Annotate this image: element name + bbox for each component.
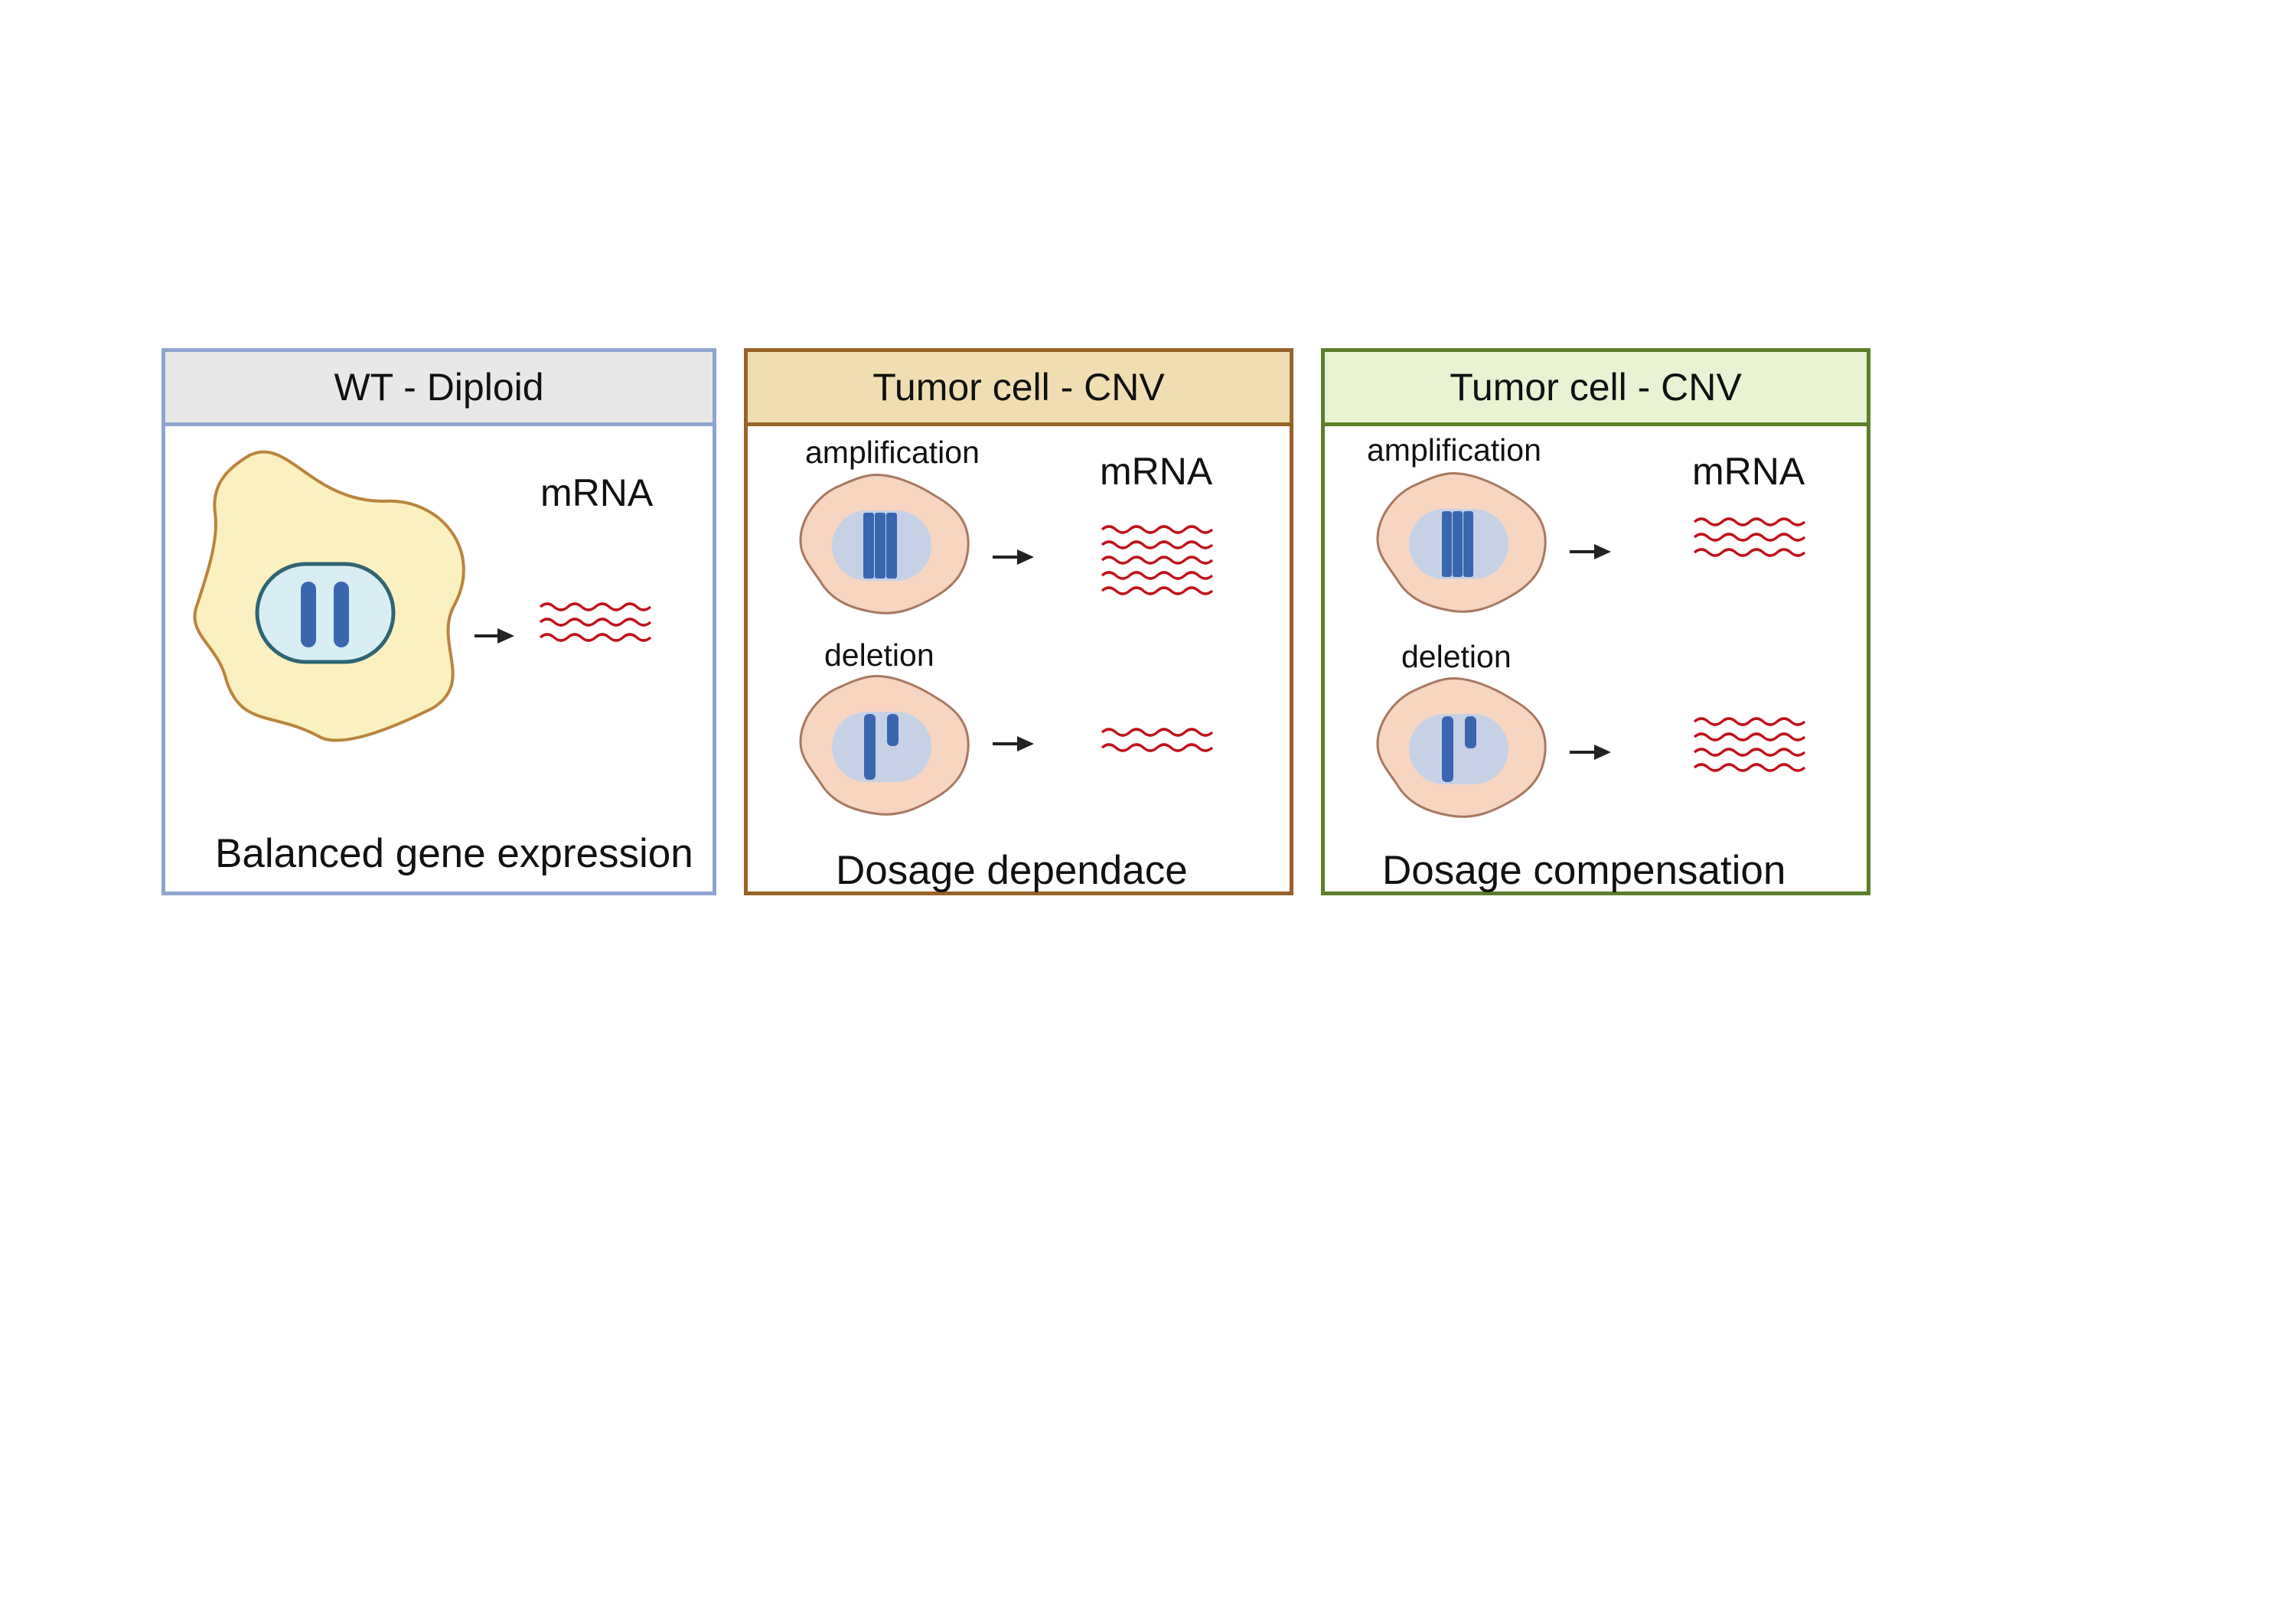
chromosome-icon (334, 582, 349, 647)
panel-wt-diploid: WT - Diploid mRNA Balanced gene expressi… (161, 348, 716, 895)
chromosome-icon (887, 714, 899, 746)
mrna-icon (1693, 517, 1806, 557)
panel-footer: Dosage compensation (1382, 848, 1786, 893)
compensation-illustration (1376, 472, 1806, 818)
chromosome-icon (1442, 716, 1453, 782)
panel-footer: Balanced gene expression (215, 831, 693, 876)
panel-title: WT - Diploid (165, 352, 713, 426)
nucleus-icon (255, 562, 396, 664)
mrna-icon (539, 602, 652, 642)
arrow-icon (993, 736, 1034, 751)
panel-footer: Dosage dependace (836, 848, 1188, 893)
nucleus-icon (832, 712, 931, 782)
amplification-label: amplification (805, 435, 980, 470)
chromosome-icon (864, 714, 876, 780)
chromosome-icon (863, 513, 874, 579)
chromosome-icon (1442, 511, 1452, 577)
chromosome-icon (1463, 511, 1473, 577)
panel-title: Tumor cell - CNV (1325, 352, 1867, 426)
mrna-label: mRNA (1100, 450, 1213, 493)
arrow-icon (1570, 544, 1611, 559)
dependence-illustration (799, 474, 1214, 816)
chromosome-icon (301, 582, 316, 647)
panel-dosage-dependence: Tumor cell - CNV amplification deletion … (744, 348, 1293, 895)
arrow-icon (993, 549, 1034, 565)
mrna-label: mRNA (540, 471, 654, 514)
mrna-label: mRNA (1692, 450, 1805, 493)
arrow-icon (475, 628, 514, 644)
chromosome-icon (1453, 511, 1463, 577)
panel-title: Tumor cell - CNV (748, 352, 1290, 426)
chromosome-icon (886, 513, 897, 579)
mrna-icon (1101, 525, 1214, 595)
amplification-label: amplification (1367, 432, 1541, 468)
mrna-icon (1693, 717, 1806, 772)
wt-illustration (193, 450, 652, 742)
deletion-label: deletion (1401, 639, 1512, 674)
arrow-icon (1570, 745, 1611, 760)
nucleus-icon (1409, 714, 1508, 784)
mrna-icon (1101, 728, 1214, 752)
chromosome-icon (875, 513, 885, 579)
deletion-label: deletion (824, 637, 934, 673)
panel-dosage-compensation: Tumor cell - CNV amplification deletion … (1321, 348, 1870, 895)
chromosome-icon (1465, 716, 1476, 748)
